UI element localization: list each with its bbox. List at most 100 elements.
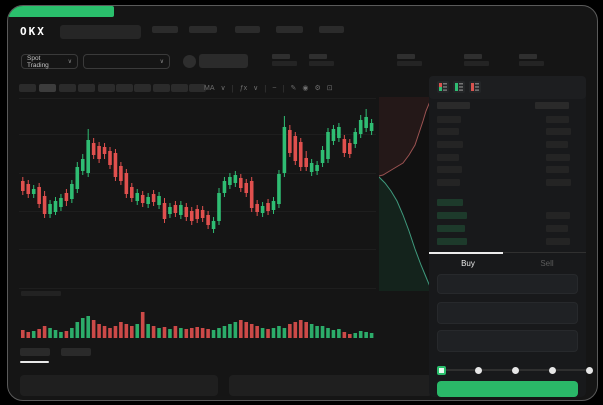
timeframe-pill[interactable]	[78, 84, 95, 92]
line-style-icon[interactable]: ~	[272, 84, 277, 92]
candlestick-canvas[interactable]	[19, 97, 376, 293]
coin-avatar	[183, 55, 196, 68]
gridline	[19, 98, 376, 99]
depth-chart	[379, 97, 431, 291]
market-type-select[interactable]: Spot Trading ∨	[21, 54, 78, 69]
timeframe-pill[interactable]	[153, 84, 170, 92]
app-window: OKX Spot Trading ∨ ∨ MA ∨ | ƒx ∨ | ~ | ✎ ◉ ⚙ ⊡	[7, 5, 598, 401]
slider-stop[interactable]	[585, 366, 593, 374]
slider-handle[interactable]	[436, 365, 446, 375]
stat-label-bar	[309, 54, 327, 59]
orderbook	[8, 6, 597, 245]
ask-row-price[interactable]	[437, 179, 460, 186]
chart-tab-positions[interactable]	[20, 348, 50, 356]
stat-label-bar	[464, 54, 482, 59]
chevron-down-icon[interactable]: ∨	[220, 85, 226, 92]
bid-row-price[interactable]	[437, 238, 467, 245]
trade-tabs: Buy Sell	[429, 252, 586, 273]
stat-value-bar	[464, 61, 489, 66]
ask-row-price[interactable]	[437, 166, 462, 173]
ask-row-price[interactable]	[437, 141, 463, 148]
order-input-field[interactable]	[437, 330, 578, 352]
bid-row-amount[interactable]	[546, 238, 570, 245]
stat-value-bar	[397, 61, 422, 66]
timeframe-pill[interactable]	[171, 84, 188, 92]
ask-row-amount[interactable]	[546, 179, 571, 186]
fullscreen-icon[interactable]: ⊡	[326, 85, 333, 92]
ask-row-price[interactable]	[437, 128, 459, 135]
gridline	[19, 249, 376, 250]
volume-bars	[21, 312, 374, 338]
timeframe-pill[interactable]	[98, 84, 115, 92]
nav-item[interactable]	[235, 26, 260, 33]
ask-row-amount[interactable]	[546, 166, 569, 173]
draw-pencil-icon[interactable]: ✎	[290, 85, 297, 92]
ask-row-price[interactable]	[437, 116, 461, 123]
orderbook-header-price[interactable]	[437, 102, 470, 109]
bid-row-price[interactable]	[437, 212, 467, 219]
timeframe-pill[interactable]	[116, 84, 133, 92]
indicator-ma-icon[interactable]: MA	[204, 84, 215, 92]
asks-book-icon[interactable]	[469, 81, 481, 93]
ask-row-price[interactable]	[437, 154, 459, 161]
chevron-down-icon[interactable]: ∨	[253, 85, 259, 92]
orderbook-header-strip	[429, 76, 586, 99]
camera-icon[interactable]: ◉	[302, 85, 309, 92]
search-input[interactable]	[60, 25, 141, 39]
active-tab-indicator	[429, 252, 503, 254]
stat-value-bar	[309, 61, 334, 66]
stat-value-bar	[519, 61, 544, 66]
timeframe-pill[interactable]	[19, 84, 36, 92]
divider: |	[231, 83, 234, 93]
divider: |	[282, 83, 285, 93]
bids-book-icon[interactable]	[453, 81, 465, 93]
nav-item[interactable]	[319, 26, 344, 33]
tab-buy[interactable]: Buy	[461, 259, 475, 268]
stat-label-bar	[272, 54, 290, 59]
slider-stop[interactable]	[548, 366, 556, 374]
divider: |	[264, 83, 267, 93]
bid-row-price[interactable]	[437, 199, 463, 206]
orderbook-header-amount[interactable]	[535, 102, 569, 109]
volume-legend-placeholder	[21, 291, 61, 296]
timeframe-pill[interactable]	[39, 84, 56, 92]
bid-row-amount[interactable]	[546, 212, 570, 219]
gridline	[19, 288, 376, 289]
bid-row-price[interactable]	[437, 225, 465, 232]
nav-item[interactable]	[189, 26, 217, 33]
market-type-label: Spot Trading	[27, 54, 49, 69]
indicators-fx-icon[interactable]: ƒx	[239, 84, 248, 92]
tab-sell[interactable]: Sell	[540, 259, 554, 268]
chart-tab-orders[interactable]	[61, 348, 91, 356]
nav-item[interactable]	[152, 26, 178, 33]
pair-action-button[interactable]	[199, 54, 248, 68]
stat-value-bar	[272, 61, 297, 66]
timeframe-pill[interactable]	[189, 84, 206, 92]
ask-row-amount[interactable]	[546, 116, 569, 123]
okx-logo: OKX	[20, 25, 46, 38]
bottom-panel-right	[229, 375, 432, 396]
timeframe-pill[interactable]	[134, 84, 151, 92]
order-input-field[interactable]	[437, 302, 578, 324]
slider-stop[interactable]	[511, 366, 519, 374]
bid-row-amount[interactable]	[546, 225, 568, 232]
chevron-down-icon: ∨	[159, 59, 164, 65]
slider-stop[interactable]	[474, 366, 482, 374]
ask-row-amount[interactable]	[546, 154, 570, 161]
order-input-field[interactable]	[437, 274, 578, 294]
gridline	[19, 173, 376, 174]
pair-select[interactable]: ∨	[83, 54, 170, 69]
nav-item[interactable]	[276, 26, 303, 33]
combined-book-icon[interactable]	[437, 81, 449, 93]
ask-row-amount[interactable]	[546, 128, 571, 135]
settings-gear-icon[interactable]: ⚙	[314, 85, 321, 92]
timeframe-pill[interactable]	[59, 84, 76, 92]
last-price-bar[interactable]	[8, 6, 114, 17]
ask-row-amount[interactable]	[546, 141, 568, 148]
stat-label-bar	[397, 54, 415, 59]
chart-tools: MA ∨ | ƒx ∨ | ~ | ✎ ◉ ⚙ ⊡	[204, 82, 333, 94]
chart-tab-active-underline	[20, 361, 49, 363]
stat-label-bar	[519, 54, 537, 59]
buy-submit-button[interactable]	[437, 381, 578, 397]
